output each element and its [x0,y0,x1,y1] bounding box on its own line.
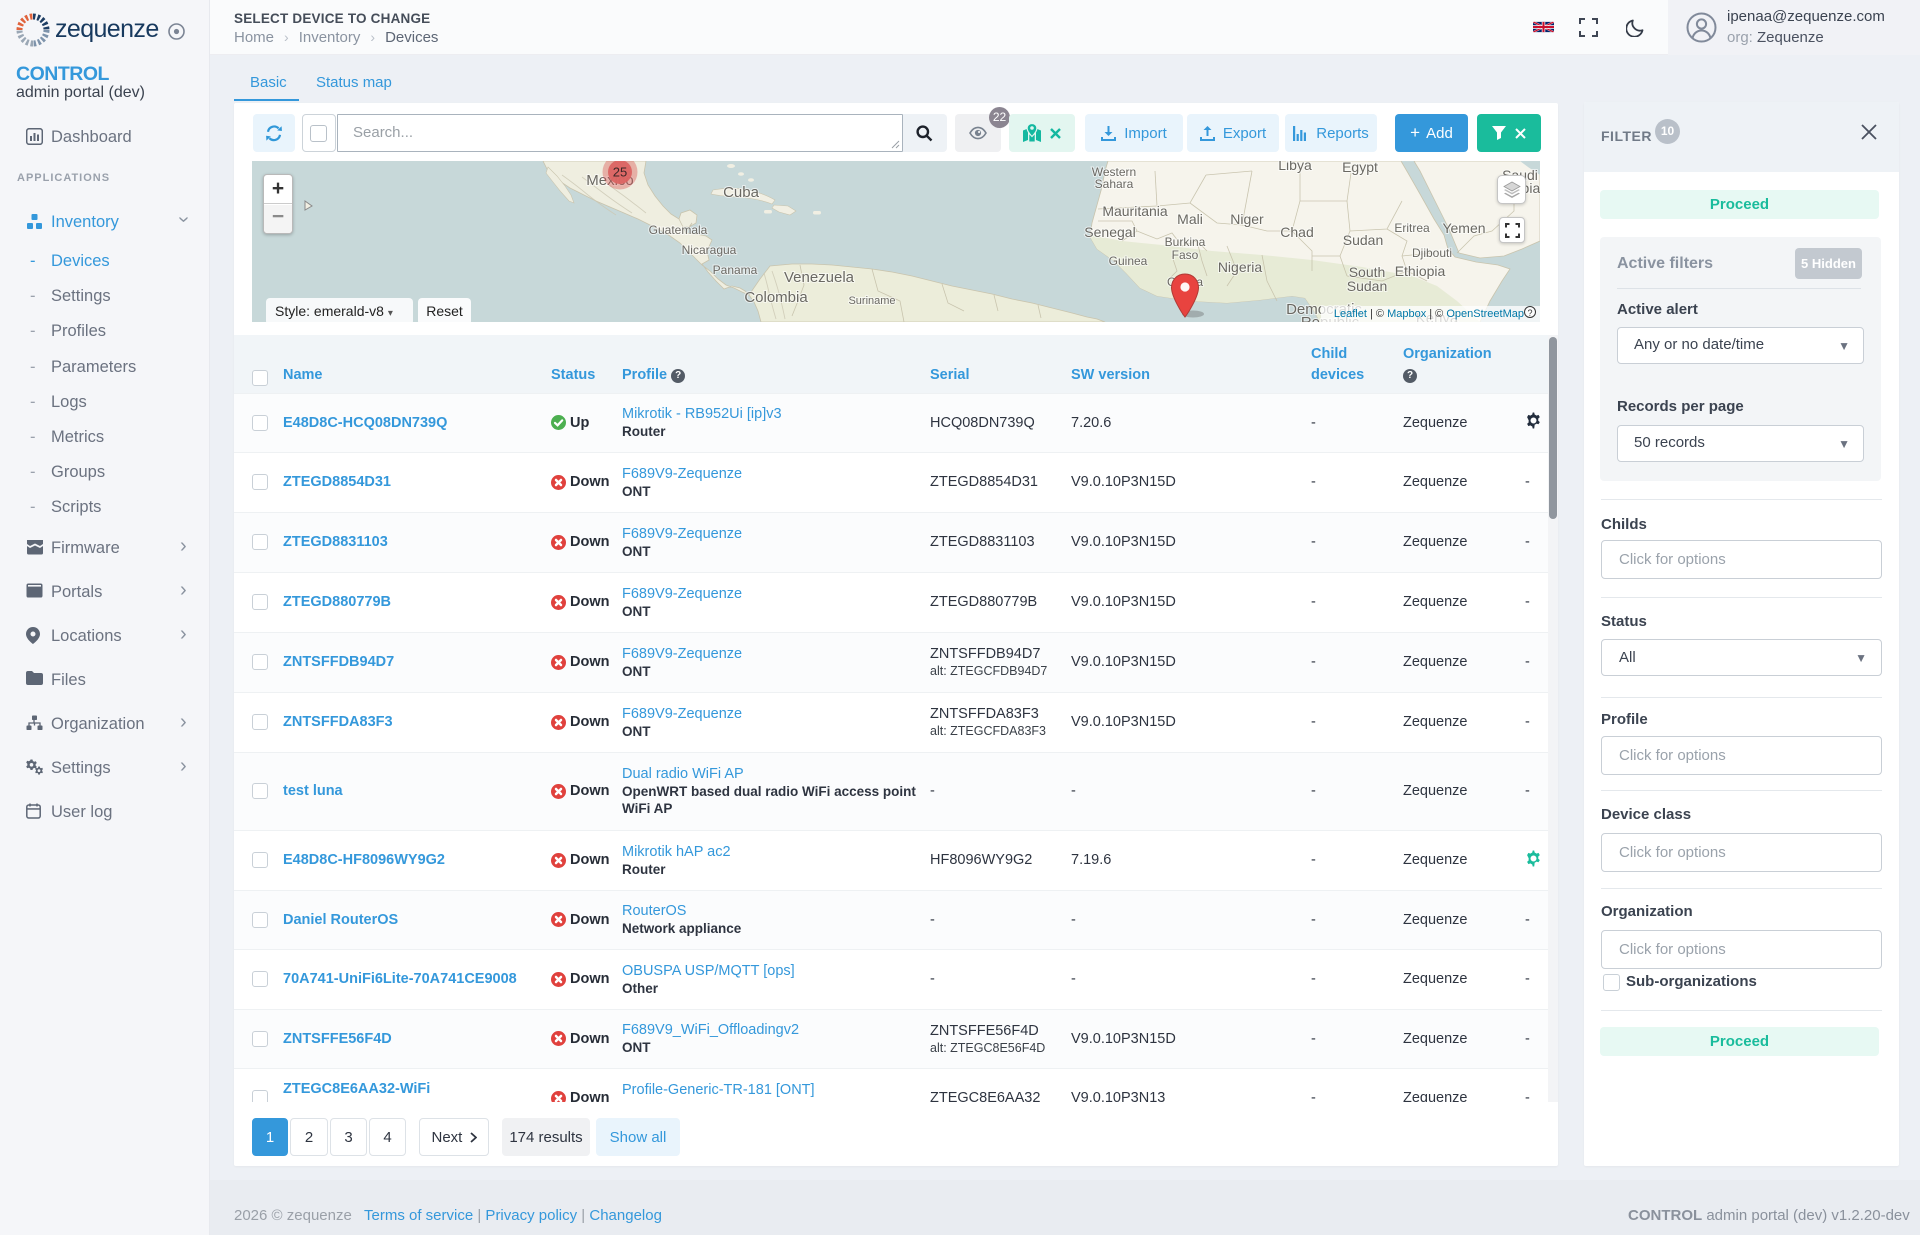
svg-text:South: South [1349,264,1386,280]
svg-text:Guinea: Guinea [1109,254,1148,268]
svg-text:Egypt: Egypt [1342,161,1378,175]
svg-text:Sudan: Sudan [1347,278,1387,294]
svg-text:Faso: Faso [1172,248,1199,262]
svg-text:Djibouti: Djibouti [1412,246,1452,260]
svg-text:Guatemala: Guatemala [649,223,708,237]
svg-text:Eritrea: Eritrea [1394,221,1430,235]
svg-text:Nigeria: Nigeria [1218,259,1263,275]
svg-text:Sudan: Sudan [1343,232,1383,248]
svg-text:Yemen: Yemen [1442,220,1485,236]
svg-text:Sahara: Sahara [1095,177,1134,191]
svg-text:Nicaragua: Nicaragua [682,243,737,257]
svg-text:Suriname: Suriname [848,295,895,307]
svg-text:Niger: Niger [1230,211,1264,227]
svg-text:Senegal: Senegal [1084,224,1135,240]
svg-text:25: 25 [613,165,627,180]
svg-text:Mali: Mali [1177,211,1203,227]
svg-text:Venezuela: Venezuela [784,269,855,286]
svg-text:Cuba: Cuba [723,184,760,201]
svg-text:Ethiopia: Ethiopia [1395,263,1446,279]
svg-text:Western: Western [1092,165,1136,179]
svg-text:Panama: Panama [713,263,758,277]
svg-text:Colombia: Colombia [744,289,808,306]
svg-text:Burkina: Burkina [1165,235,1206,249]
svg-text:Libya: Libya [1278,161,1312,173]
svg-text:Mauritania: Mauritania [1102,203,1168,219]
svg-text:Chad: Chad [1280,224,1313,240]
